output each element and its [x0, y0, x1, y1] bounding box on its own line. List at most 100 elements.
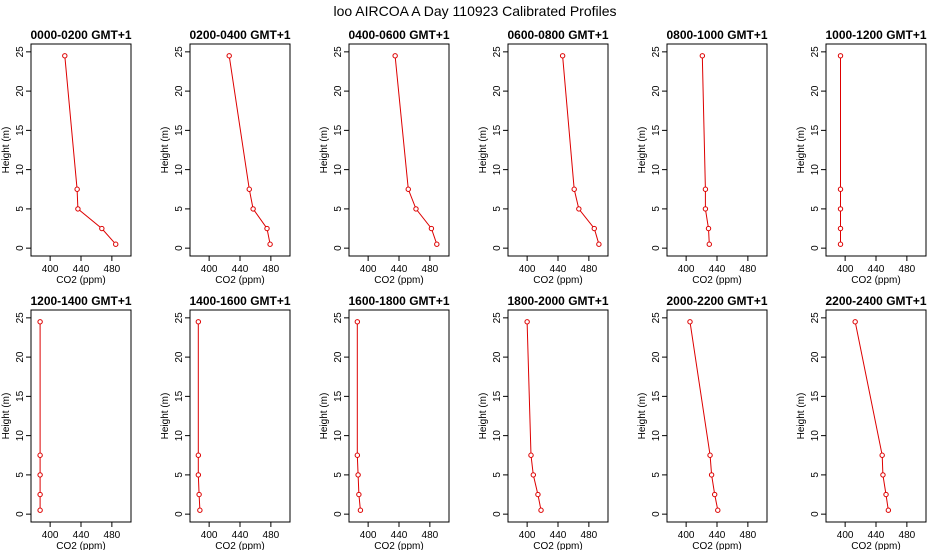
data-point — [837, 225, 844, 232]
data-point — [702, 186, 709, 192]
x-tick-label: 440 — [73, 530, 90, 541]
data-point — [524, 319, 530, 325]
y-axis-label: Height (m) — [160, 393, 171, 440]
y-tick-label: 0 — [333, 511, 344, 517]
data-point — [591, 225, 597, 232]
x-tick-label: 400 — [678, 530, 695, 541]
x-tick-label: 480 — [899, 530, 916, 541]
data-point — [37, 452, 43, 458]
panel-3: 0400-0600 GMT+1 400 440 480 0 5 10 15 20 25 CO2 (p… — [319, 28, 450, 286]
y-tick-label: 0 — [15, 245, 26, 251]
data-point — [113, 241, 119, 247]
y-tick-label: 10 — [492, 430, 503, 442]
y-tick-label: 20 — [492, 351, 503, 363]
x-axis-label: CO2 (ppm) — [533, 275, 582, 286]
data-point — [883, 491, 889, 498]
panel-6: 1000-1200 GMT+1 400 440 480 0 5 10 15 20 25 CO2 (p… — [796, 28, 927, 286]
y-tick-label: 10 — [333, 430, 344, 442]
data-point — [357, 507, 364, 513]
data-point — [195, 319, 202, 325]
data-point — [879, 452, 885, 458]
y-tick-label: 10 — [174, 430, 185, 442]
x-axis-label: CO2 (ppm) — [533, 541, 582, 550]
y-tick-label: 5 — [15, 472, 26, 478]
figure-title: loo AIRCOA A Day 110923 Calibrated Profi… — [333, 3, 616, 19]
y-tick-label: 10 — [492, 164, 503, 176]
x-tick-label: 440 — [391, 530, 408, 541]
panel-7: 1200-1400 GMT+1 400 440 480 0 5 10 15 20 25 CO2 (p… — [1, 294, 132, 550]
x-axis-label: CO2 (ppm) — [692, 541, 741, 550]
data-point — [37, 491, 43, 498]
y-tick-label: 20 — [651, 85, 662, 97]
y-axis-label: Height (m) — [796, 393, 807, 440]
data-point — [576, 206, 582, 212]
y-axis-label: Height (m) — [1, 393, 12, 440]
y-axis-label: Height (m) — [319, 127, 330, 174]
y-tick-label: 0 — [651, 511, 662, 517]
data-point — [559, 53, 566, 59]
x-tick-label: 440 — [868, 264, 885, 275]
data-point — [711, 491, 718, 498]
data-point — [837, 186, 844, 192]
y-tick-label: 20 — [810, 351, 821, 363]
data-point — [687, 319, 693, 325]
y-tick-label: 0 — [651, 245, 662, 251]
y-tick-label: 15 — [333, 390, 344, 402]
x-tick-label: 400 — [42, 530, 59, 541]
data-point — [37, 472, 43, 478]
y-tick-label: 5 — [333, 206, 344, 212]
data-point — [571, 186, 577, 192]
panel-8: 1400-1600 GMT+1 400 440 480 0 5 10 15 20 25 CO2 (p… — [160, 294, 291, 550]
y-tick-label: 15 — [174, 390, 185, 402]
data-point — [528, 452, 534, 458]
y-tick-label: 10 — [15, 430, 26, 442]
y-tick-label: 25 — [651, 46, 662, 58]
y-tick-label: 25 — [333, 46, 344, 58]
y-tick-label: 25 — [174, 312, 185, 324]
x-axis-label: CO2 (ppm) — [374, 275, 423, 286]
data-point — [596, 241, 602, 247]
y-tick-label: 5 — [174, 472, 185, 478]
y-tick-label: 25 — [810, 46, 821, 58]
data-point — [837, 206, 844, 212]
y-tick-label: 10 — [651, 430, 662, 442]
x-tick-label: 440 — [232, 264, 249, 275]
y-tick-label: 15 — [15, 124, 26, 136]
y-tick-label: 20 — [492, 85, 503, 97]
x-tick-label: 480 — [899, 264, 916, 275]
data-point — [195, 452, 202, 458]
data-point — [880, 472, 886, 478]
y-tick-label: 20 — [810, 85, 821, 97]
y-tick-label: 20 — [333, 351, 344, 363]
x-tick-label: 480 — [422, 264, 439, 275]
x-tick-label: 440 — [391, 264, 408, 275]
data-point — [535, 491, 541, 498]
y-tick-label: 5 — [492, 206, 503, 212]
x-tick-label: 400 — [360, 264, 377, 275]
data-point — [197, 507, 203, 513]
data-point — [267, 241, 273, 247]
y-tick-label: 10 — [174, 164, 185, 176]
x-axis-label: CO2 (ppm) — [374, 541, 423, 550]
x-axis-label: CO2 (ppm) — [215, 541, 264, 550]
y-tick-label: 10 — [651, 164, 662, 176]
x-tick-label: 480 — [740, 264, 757, 275]
y-tick-label: 20 — [333, 85, 344, 97]
y-tick-label: 0 — [492, 245, 503, 251]
x-axis-label: CO2 (ppm) — [56, 275, 105, 286]
data-point — [405, 186, 411, 192]
data-point — [837, 53, 844, 59]
y-tick-label: 15 — [651, 124, 662, 136]
x-tick-label: 400 — [201, 264, 218, 275]
panel-2: 0200-0400 GMT+1 400 440 480 0 5 10 15 20 25 CO2 (p… — [160, 28, 291, 286]
y-tick-label: 5 — [810, 206, 821, 212]
x-tick-label: 480 — [581, 530, 598, 541]
panel-4: 0600-0800 GMT+1 400 440 480 0 5 10 15 20 25 CO2 (p… — [478, 28, 609, 286]
data-point — [195, 472, 202, 478]
data-point — [706, 241, 712, 247]
x-tick-label: 440 — [232, 530, 249, 541]
panel-title: 1400-1600 GMT+1 — [189, 294, 290, 308]
y-tick-label: 20 — [15, 85, 26, 97]
data-point — [538, 507, 544, 513]
